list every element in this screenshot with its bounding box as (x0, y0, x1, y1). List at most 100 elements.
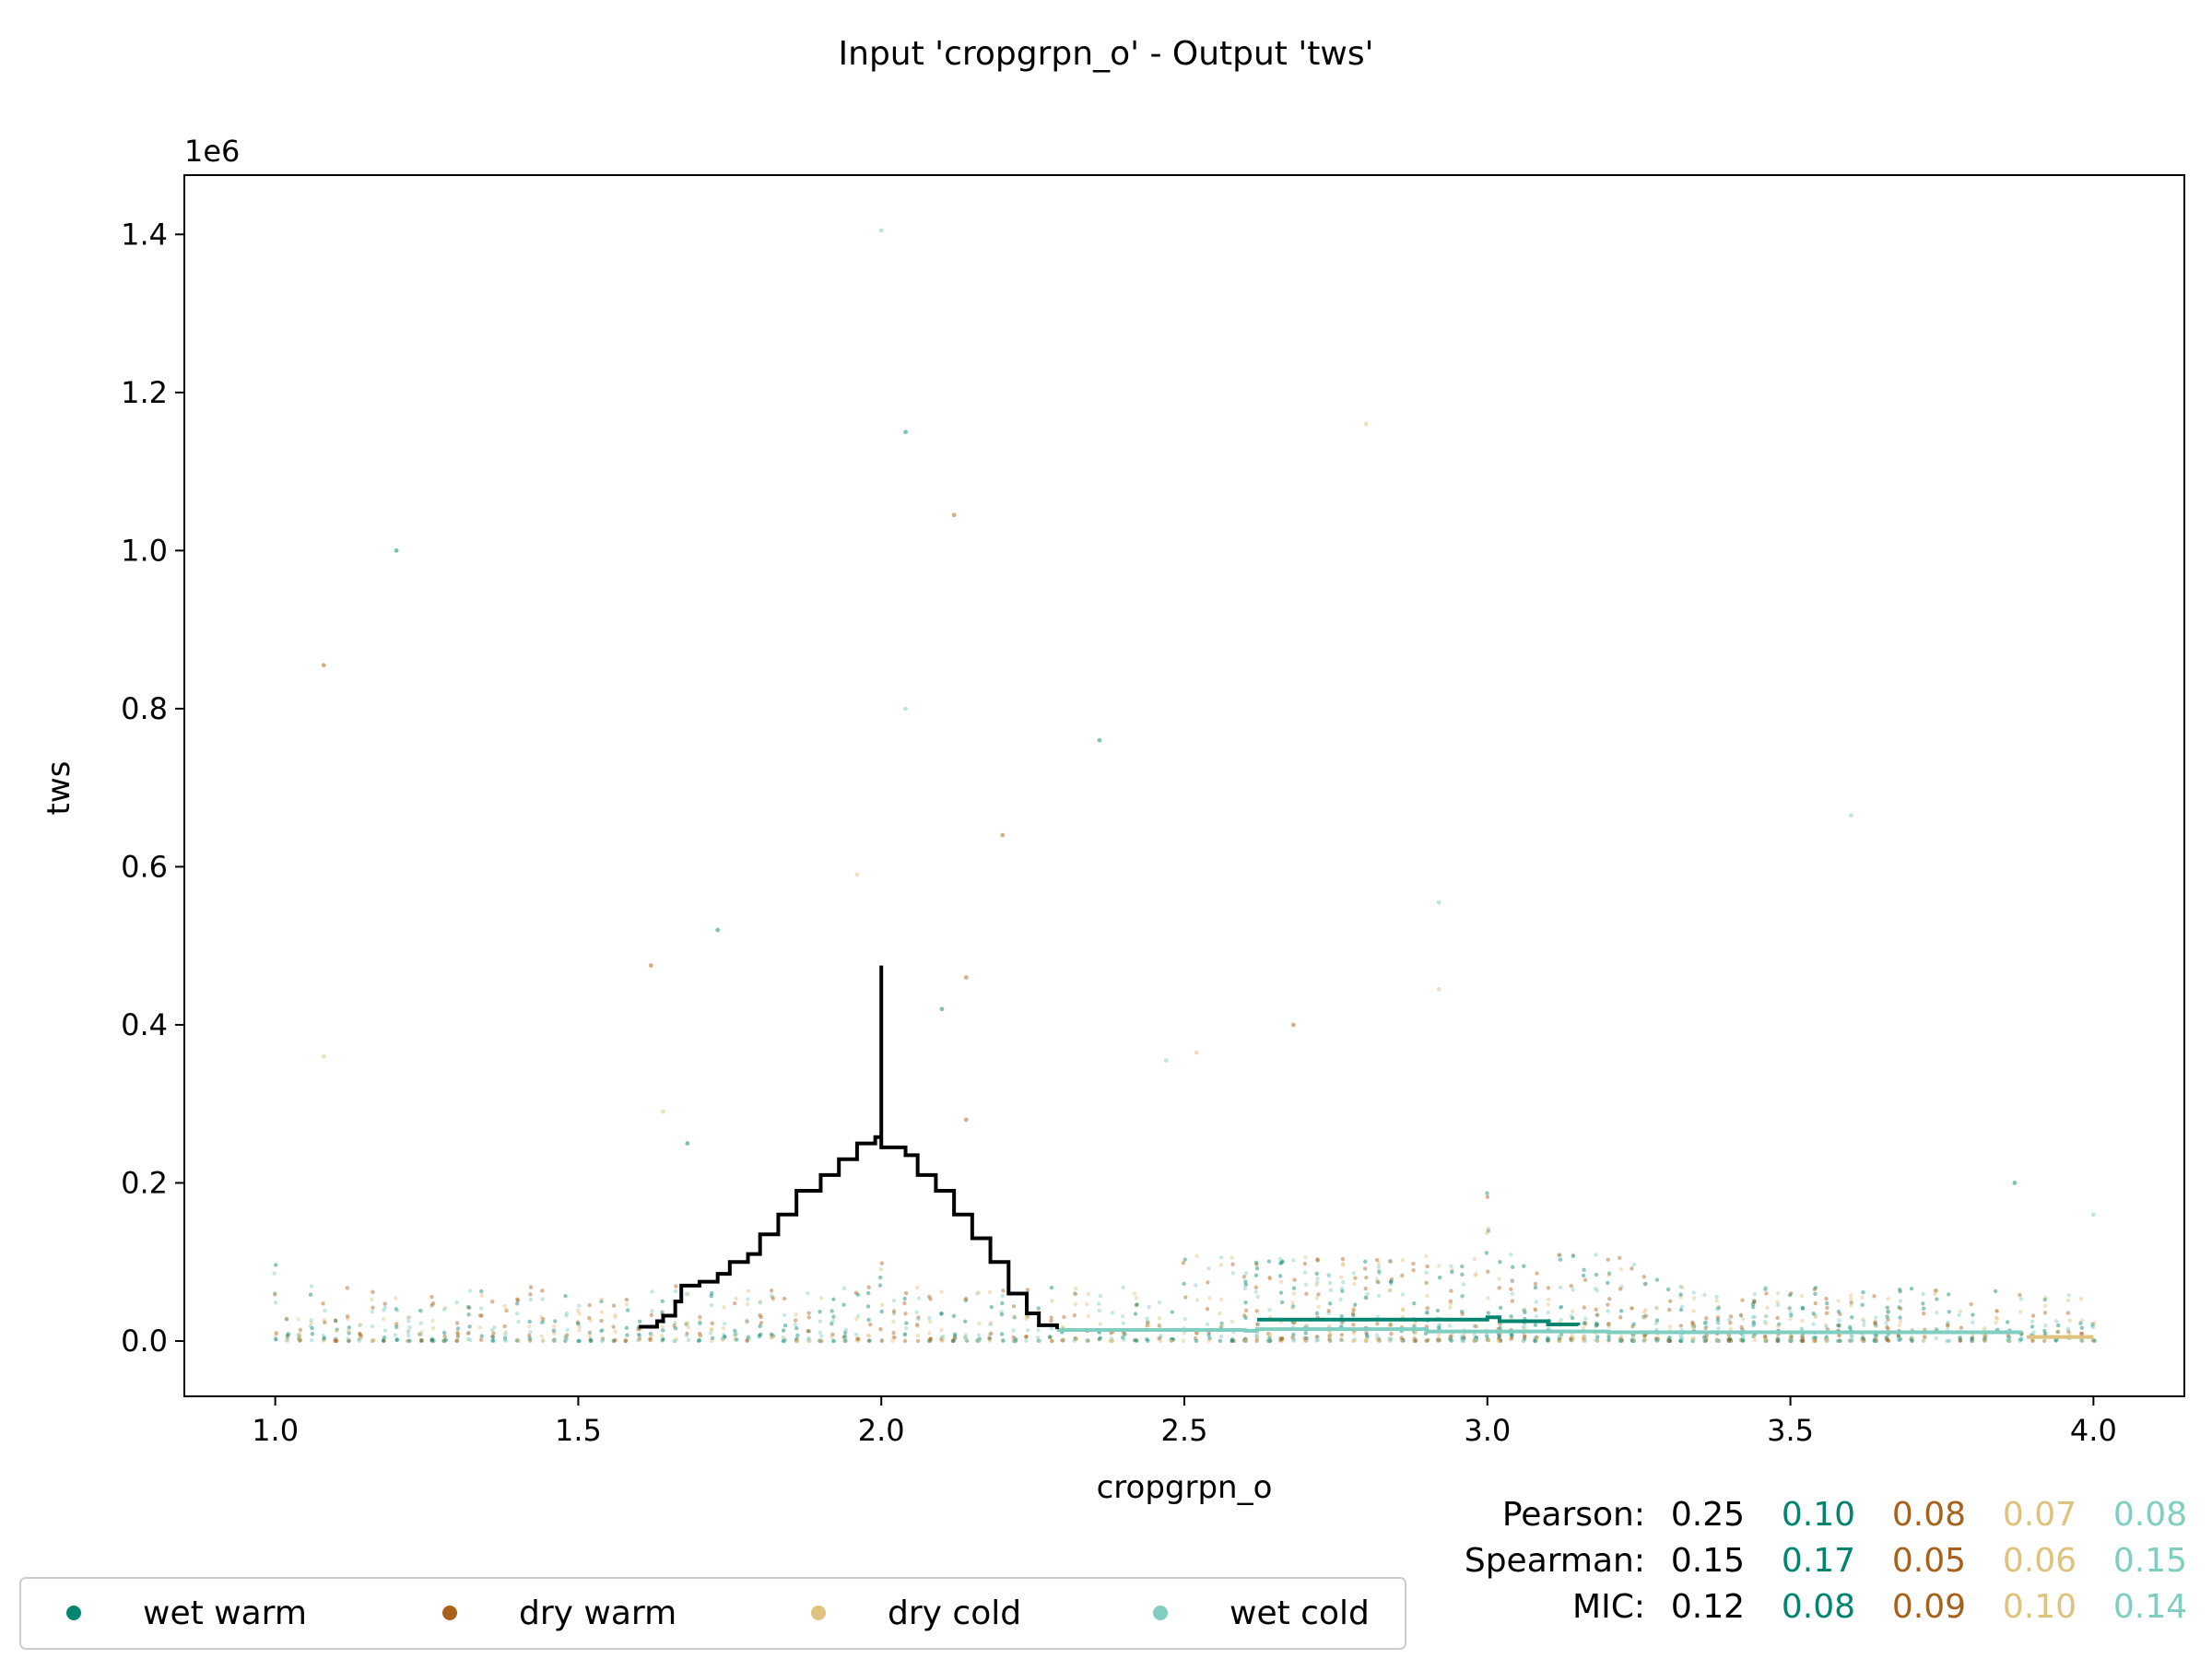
point-wet-warm (589, 1338, 594, 1343)
point-dry-cold (1399, 1338, 1404, 1344)
point-wet-cold (1947, 1338, 1952, 1344)
point-dry-warm (1254, 1338, 1259, 1344)
point-wet-warm (1776, 1338, 1781, 1344)
point-dry-cold (758, 1299, 762, 1304)
point-wet-cold (1448, 1336, 1453, 1341)
point-wet-warm (587, 1330, 593, 1335)
point-dry-cold (394, 1296, 398, 1300)
point-dry-cold (599, 1310, 605, 1314)
point-wet-cold (684, 1291, 688, 1297)
point-dry-cold (1690, 1336, 1695, 1341)
point-dry-warm (1703, 1338, 1709, 1343)
point-wet-cold (1788, 1311, 1794, 1315)
point-dry-warm (1874, 1338, 1878, 1344)
point-wet-cold (1037, 1338, 1042, 1343)
point-dry-warm (1838, 1312, 1842, 1317)
point-dry-cold (1050, 1299, 1054, 1303)
point-dry-cold (1691, 1309, 1696, 1313)
point-wet-warm (588, 1337, 594, 1342)
point-wet-cold (1535, 1335, 1539, 1339)
point-dry-cold (1132, 1291, 1137, 1296)
point-wet-warm (1813, 1335, 1818, 1340)
point-dry-warm (697, 1331, 702, 1336)
point-wet-warm (1763, 1287, 1768, 1291)
point-wet-cold (1449, 1264, 1453, 1268)
point-dry-cold (1110, 1338, 1114, 1344)
point-dry-warm (1362, 1266, 1368, 1271)
point-dry-cold (1994, 1309, 2000, 1313)
point-wet-cold (770, 1333, 774, 1338)
point-wet-cold (309, 1284, 314, 1288)
point-dry-cold (1571, 1336, 1576, 1341)
point-dry-warm (333, 1337, 338, 1342)
point-dry-cold (502, 1303, 507, 1309)
point-wet-cold (853, 1332, 859, 1337)
point-dry-warm (1302, 1261, 1308, 1266)
point-dry-cold (538, 1314, 544, 1320)
point-dry-cold (504, 1307, 509, 1312)
point-wet-warm (1510, 1333, 1514, 1337)
point-dry-cold (1654, 1336, 1659, 1342)
point-dry-warm (648, 1336, 653, 1341)
point-dry-cold (1194, 1253, 1199, 1258)
point-wet-cold (636, 1337, 641, 1343)
point-wet-warm (2018, 1337, 2024, 1342)
point-wet-cold (563, 1335, 568, 1339)
point-dry-warm (1497, 1332, 1502, 1337)
point-dry-cold (1351, 1306, 1356, 1311)
point-wet-cold (1000, 1338, 1006, 1343)
point-wet-warm (514, 1301, 520, 1306)
point-dry-warm (1873, 1320, 1877, 1324)
point-wet-cold (357, 1336, 361, 1342)
point-dry-cold (1486, 1337, 1491, 1343)
point-wet-warm (1253, 1273, 1259, 1277)
point-wet-cold (1679, 1338, 1684, 1344)
point-dry-warm (2055, 1330, 2060, 1335)
point-wet-warm (723, 1335, 727, 1339)
point-wet-warm (1254, 1266, 1260, 1271)
point-dry-cold (587, 1330, 593, 1335)
point-wet-cold (516, 1319, 521, 1324)
point-wet-cold (1861, 1337, 1866, 1342)
point-dry-warm (1630, 1266, 1634, 1271)
point-wet-warm (1267, 1338, 1272, 1344)
point-wet-warm (1243, 1279, 1248, 1284)
point-wet-warm (1121, 1335, 1125, 1340)
point-wet-warm (2078, 1321, 2083, 1325)
point-dry-cold (1557, 1338, 1562, 1344)
point-dry-warm (1523, 1335, 1527, 1339)
point-dry-warm (2078, 1331, 2084, 1336)
point-wet-cold (2019, 1335, 2024, 1340)
point-wet-cold (1533, 1335, 1537, 1341)
point-wet-cold (1547, 1326, 1551, 1331)
point-dry-warm (1315, 1257, 1320, 1262)
point-wet-cold (418, 1309, 424, 1313)
point-wet-warm (1169, 1336, 1173, 1342)
point-wet-warm (1182, 1281, 1186, 1287)
point-wet-warm (1484, 1251, 1489, 1255)
point-wet-cold (1559, 1317, 1563, 1323)
point-wet-cold (1691, 1290, 1696, 1295)
point-wet-warm (1898, 1336, 1903, 1341)
point-wet-cold (1462, 1338, 1466, 1344)
point-dry-warm (1667, 1308, 1672, 1312)
point-dry-cold (1413, 1338, 1418, 1344)
point-wet-cold (1678, 1333, 1683, 1338)
point-wet-warm (831, 1297, 836, 1301)
point-dry-warm (1607, 1297, 1612, 1301)
point-dry-cold (1158, 1338, 1163, 1344)
point-dry-cold (939, 1289, 944, 1294)
point-dry-warm (502, 1324, 507, 1329)
point-wet-cold (1169, 1338, 1174, 1343)
point-wet-warm (1340, 1288, 1345, 1293)
point-dry-cold (1473, 1337, 1478, 1343)
point-dry-warm (1411, 1268, 1416, 1273)
point-wet-cold (1921, 1338, 1926, 1343)
point-wet-cold (1874, 1315, 1878, 1320)
point-wet-warm (407, 1338, 412, 1344)
point-dry-cold (1326, 1324, 1332, 1329)
point-wet-cold (1315, 1335, 1320, 1339)
point-dry-warm (1011, 1304, 1017, 1309)
point-dry-warm (599, 1318, 604, 1324)
point-dry-warm (1183, 1295, 1188, 1300)
